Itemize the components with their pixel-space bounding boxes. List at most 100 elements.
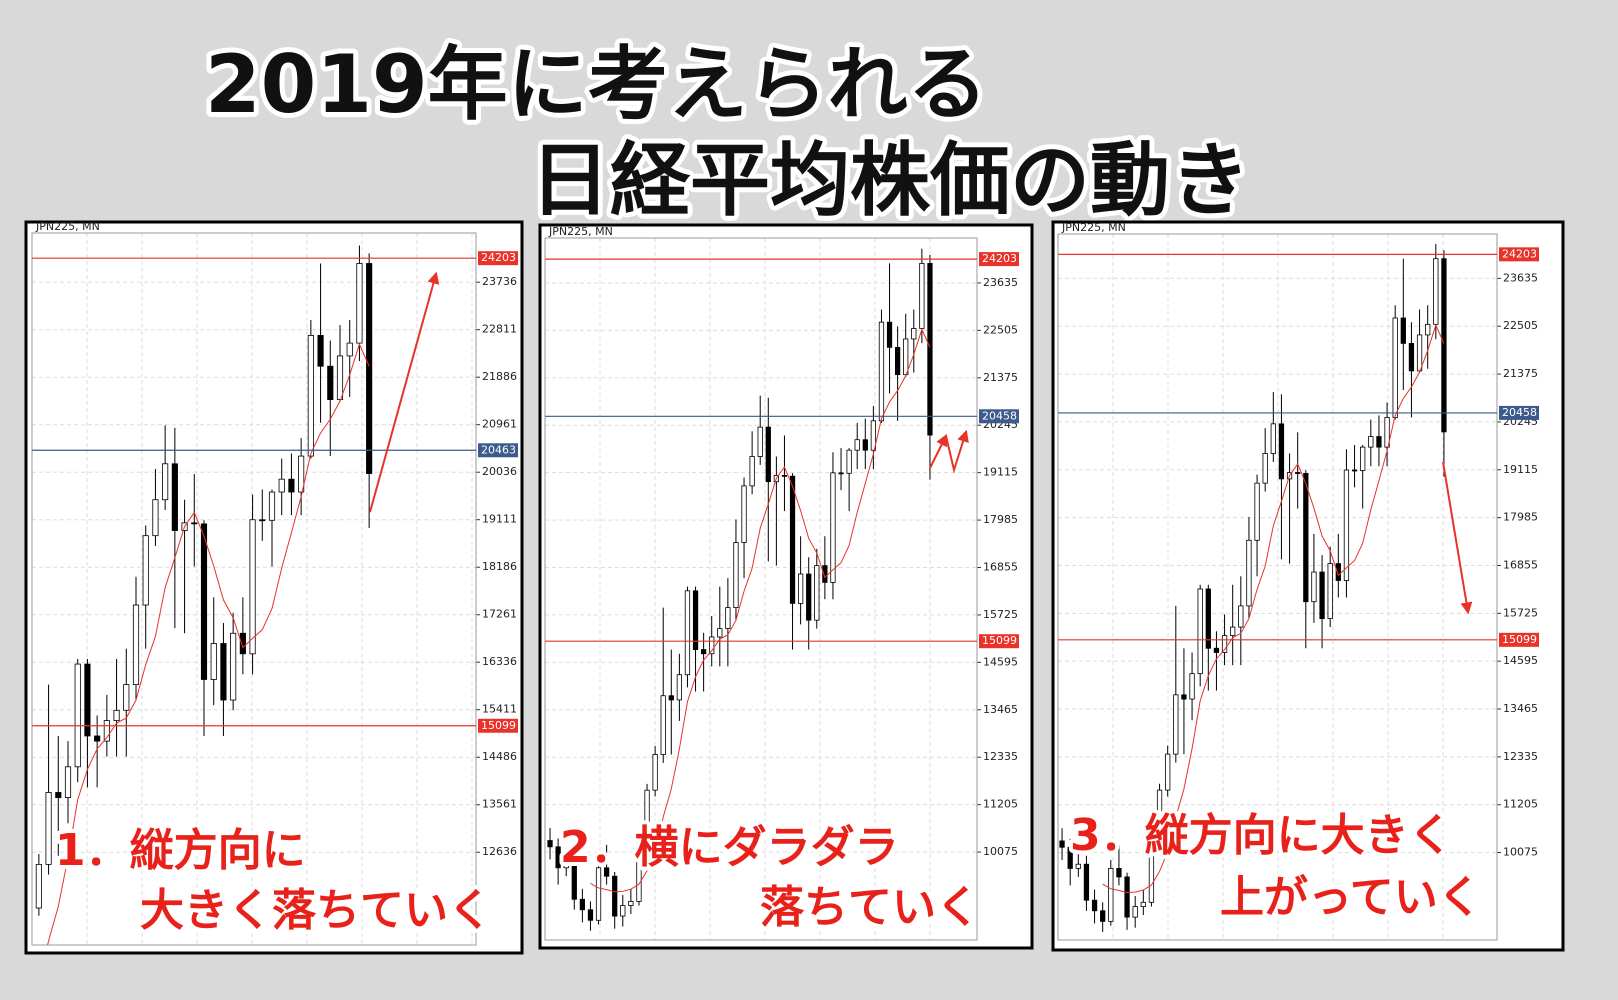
y-tick-label: 10075 [983, 845, 1018, 858]
arrows [369, 271, 1473, 615]
level-tag [1499, 247, 1539, 262]
candle-body [1100, 910, 1106, 922]
arrow [1442, 461, 1473, 615]
candle-body [268, 491, 276, 521]
candle-body [1156, 789, 1163, 840]
y-tick-label: 23635 [1503, 271, 1538, 284]
y-tick-label: 23736 [482, 275, 517, 288]
candle-body [1140, 901, 1146, 907]
candle-body [113, 709, 120, 721]
panel-frame [538, 223, 1034, 950]
candle-body [1213, 647, 1220, 653]
y-tick-label: 17261 [482, 608, 517, 621]
candle-body [911, 328, 917, 340]
candle-body [307, 334, 314, 457]
candle-body [862, 439, 868, 451]
candle-body [1238, 605, 1244, 628]
candle-body [789, 475, 796, 604]
candle-body [636, 838, 642, 902]
chart-panel: 23736 22811 21886 20961 20036 19111 18186 17261… [24, 220, 524, 955]
level-label: 24203 [481, 251, 516, 264]
arrow [929, 433, 948, 469]
title-line: 日経平均株価の動き [530, 134, 1250, 227]
y-tick-label: 11205 [983, 798, 1018, 811]
candle-body [1351, 469, 1358, 472]
y-tick-label: 13561 [482, 798, 517, 811]
candle-body [684, 590, 691, 676]
candle-body [798, 573, 804, 604]
y-tick-label: 16855 [1503, 558, 1538, 571]
y-tick-label: 22505 [1503, 319, 1538, 332]
candle-body [84, 663, 91, 737]
candle-body [571, 863, 577, 900]
candle-body [94, 735, 101, 742]
candle-body [1408, 342, 1415, 372]
candle-body [366, 263, 373, 474]
candle-body [1221, 635, 1228, 653]
candle-body [846, 449, 852, 474]
candle-body [35, 863, 42, 909]
moving-average [1102, 323, 1445, 894]
candle-body [1189, 673, 1195, 700]
candle-body [579, 898, 585, 911]
candle-body [660, 695, 666, 755]
candles [1059, 243, 1447, 932]
candle-body [1416, 334, 1423, 372]
candle-body [555, 846, 561, 869]
candle-body [1303, 472, 1309, 603]
y-tick-label: 14595 [1503, 654, 1538, 667]
y-tick-label: 16855 [983, 561, 1018, 574]
candle-body [814, 565, 820, 621]
y-tick-label: 15725 [1503, 606, 1538, 619]
candle-body [1376, 436, 1382, 448]
y-tick-label: 15411 [482, 703, 517, 716]
y-tick-label: 12335 [1503, 750, 1538, 763]
candle-body [1254, 482, 1260, 541]
annotation: 上がっていく [1220, 872, 1482, 923]
chart-label: JPN225, MN [548, 225, 613, 238]
y-tick-label: 19115 [1503, 463, 1538, 476]
candle-body [741, 485, 747, 543]
level-label: 24203 [1502, 247, 1537, 260]
annotation: 3．縦方向に大きく [1070, 810, 1453, 861]
level-tag [1499, 405, 1539, 420]
candle-body [1059, 840, 1065, 848]
annotation: 落ちていく [760, 882, 980, 933]
candle-body [298, 455, 305, 493]
level-label: 20458 [982, 409, 1017, 422]
level-label: 15099 [481, 719, 516, 732]
candle-body [249, 519, 256, 655]
candle-body [1205, 588, 1211, 649]
candle-body [74, 663, 81, 768]
panel-frame [24, 220, 524, 955]
y-tick-label: 19111 [482, 513, 517, 526]
candle-body [259, 519, 266, 522]
y-tick-label: 17985 [983, 513, 1018, 526]
level-label: 20458 [1502, 406, 1537, 419]
candles [547, 248, 933, 931]
y-tick-label: 12335 [983, 750, 1018, 763]
candle-body [895, 346, 901, 376]
candle-body [587, 909, 594, 921]
level-label: 20463 [481, 443, 516, 456]
arrow [369, 271, 440, 513]
candle-body [676, 674, 682, 701]
candle-body [595, 867, 602, 921]
candle-body [1124, 876, 1130, 918]
y-tick-label: 23635 [983, 276, 1018, 289]
level-tag [478, 443, 518, 458]
y-tick-label: 21375 [983, 371, 1018, 384]
chart-panel: 2363522505213752024519115179851685515725… [538, 223, 1034, 950]
candle-body [1148, 838, 1155, 903]
y-tick-label: 21886 [482, 370, 517, 383]
arrow [945, 429, 969, 474]
candle-body [1360, 446, 1366, 471]
level-tag [979, 252, 1019, 267]
candle-body [822, 565, 828, 583]
candle-body [1173, 694, 1179, 755]
candle-body [620, 905, 626, 917]
candle-body [547, 840, 553, 848]
candle-body [1368, 436, 1374, 448]
candle-body [1108, 868, 1114, 922]
